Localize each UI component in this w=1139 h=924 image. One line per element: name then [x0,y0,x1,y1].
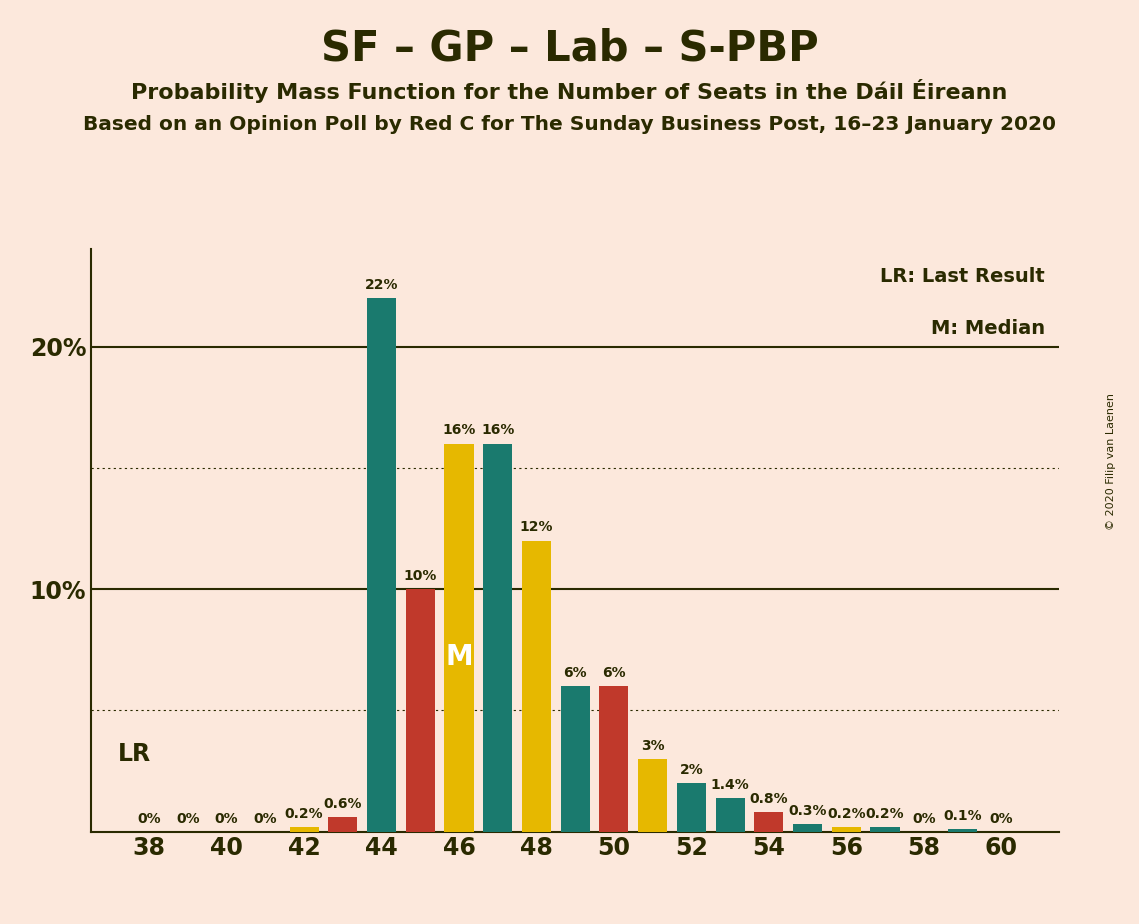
Text: 0%: 0% [254,811,277,825]
Text: 16%: 16% [442,423,476,437]
Text: LR: Last Result: LR: Last Result [880,267,1044,286]
Text: 0%: 0% [215,811,238,825]
Text: 16%: 16% [481,423,515,437]
Text: 0.8%: 0.8% [749,792,788,806]
Bar [367,298,396,832]
Text: LR: LR [118,742,151,766]
Text: 12%: 12% [519,520,554,534]
Text: 10%: 10% [403,569,437,583]
Text: 0.3%: 0.3% [788,804,827,819]
Text: Based on an Opinion Poll by Red C for The Sunday Business Post, 16–23 January 20: Based on an Opinion Poll by Red C for Th… [83,116,1056,135]
Bar [677,784,706,832]
Bar [754,812,784,832]
Text: 0.6%: 0.6% [323,797,362,811]
Text: 0%: 0% [177,811,199,825]
Bar [560,686,590,832]
Text: M: Median: M: Median [931,320,1044,338]
Text: 22%: 22% [364,278,399,292]
Text: 0%: 0% [990,811,1013,825]
Text: 1.4%: 1.4% [711,778,749,792]
Bar [715,797,745,832]
Text: Probability Mass Function for the Number of Seats in the Dáil Éireann: Probability Mass Function for the Number… [131,79,1008,103]
Text: 0.2%: 0.2% [866,807,904,821]
Text: 0.2%: 0.2% [827,807,866,821]
Bar [831,827,861,832]
Bar [948,829,977,832]
Bar [793,824,822,832]
Bar [870,827,900,832]
Text: 6%: 6% [603,666,625,680]
Text: 2%: 2% [680,763,703,777]
Bar [599,686,629,832]
Text: 3%: 3% [641,739,664,753]
Text: SF – GP – Lab – S-PBP: SF – GP – Lab – S-PBP [320,28,819,69]
Bar [444,444,474,832]
Text: © 2020 Filip van Laenen: © 2020 Filip van Laenen [1106,394,1115,530]
Bar [289,827,319,832]
Text: M: M [445,643,473,671]
Bar [328,817,358,832]
Text: 0%: 0% [138,811,161,825]
Text: 0%: 0% [912,811,935,825]
Text: 0.1%: 0.1% [943,809,982,823]
Bar [522,541,551,832]
Bar [483,444,513,832]
Bar [638,759,667,832]
Bar [405,590,435,832]
Text: 6%: 6% [564,666,587,680]
Text: 0.2%: 0.2% [285,807,323,821]
